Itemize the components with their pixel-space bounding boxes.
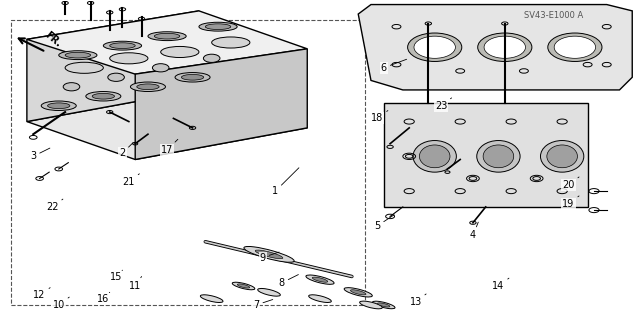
Ellipse shape xyxy=(103,41,141,50)
Polygon shape xyxy=(358,4,632,90)
Text: 5: 5 xyxy=(374,215,394,231)
Ellipse shape xyxy=(59,51,97,60)
Text: 8: 8 xyxy=(278,275,298,288)
Ellipse shape xyxy=(237,284,250,288)
Polygon shape xyxy=(27,90,307,160)
Ellipse shape xyxy=(137,84,159,90)
Text: 10: 10 xyxy=(52,297,69,310)
Ellipse shape xyxy=(86,92,121,101)
Ellipse shape xyxy=(109,53,148,64)
Ellipse shape xyxy=(477,141,520,172)
Ellipse shape xyxy=(554,36,596,58)
Ellipse shape xyxy=(414,36,456,58)
Ellipse shape xyxy=(175,72,210,82)
Ellipse shape xyxy=(205,24,231,30)
Circle shape xyxy=(204,54,220,63)
Text: 7: 7 xyxy=(253,300,273,310)
Ellipse shape xyxy=(154,33,180,39)
Text: 4: 4 xyxy=(470,222,478,241)
Ellipse shape xyxy=(540,141,584,172)
Ellipse shape xyxy=(65,62,103,73)
Ellipse shape xyxy=(244,247,294,262)
Ellipse shape xyxy=(413,141,456,172)
Text: 9: 9 xyxy=(260,252,279,263)
Ellipse shape xyxy=(181,74,204,80)
Text: SV43-E1000 A: SV43-E1000 A xyxy=(524,11,583,20)
Ellipse shape xyxy=(199,22,237,31)
Polygon shape xyxy=(384,103,588,207)
Polygon shape xyxy=(135,49,307,160)
Polygon shape xyxy=(27,11,199,122)
Text: FR.: FR. xyxy=(43,30,63,49)
Ellipse shape xyxy=(372,301,395,309)
Ellipse shape xyxy=(378,303,390,307)
Ellipse shape xyxy=(47,103,70,108)
Text: 14: 14 xyxy=(492,278,509,291)
Ellipse shape xyxy=(351,290,366,295)
Ellipse shape xyxy=(306,275,334,284)
Circle shape xyxy=(152,64,169,72)
Circle shape xyxy=(63,83,80,91)
Ellipse shape xyxy=(148,32,186,41)
Text: 20: 20 xyxy=(563,177,579,190)
Ellipse shape xyxy=(65,52,91,58)
Ellipse shape xyxy=(408,33,462,62)
Text: 6: 6 xyxy=(381,59,406,73)
Ellipse shape xyxy=(212,37,250,48)
Ellipse shape xyxy=(312,277,328,282)
Text: 3: 3 xyxy=(30,148,50,161)
Text: 13: 13 xyxy=(410,294,426,307)
Text: 17: 17 xyxy=(161,139,178,155)
Ellipse shape xyxy=(41,101,76,110)
Ellipse shape xyxy=(477,33,532,62)
Ellipse shape xyxy=(360,301,382,309)
Text: 1: 1 xyxy=(273,168,299,196)
Circle shape xyxy=(108,73,124,81)
Ellipse shape xyxy=(131,82,166,92)
Text: 16: 16 xyxy=(97,292,109,304)
Ellipse shape xyxy=(161,47,199,57)
Ellipse shape xyxy=(547,145,577,168)
Polygon shape xyxy=(27,11,307,74)
Text: 15: 15 xyxy=(110,270,122,281)
Ellipse shape xyxy=(200,295,223,302)
Text: 2: 2 xyxy=(119,143,133,158)
Text: 12: 12 xyxy=(33,288,50,300)
Ellipse shape xyxy=(308,295,332,302)
Ellipse shape xyxy=(109,43,135,48)
Text: 23: 23 xyxy=(435,98,452,111)
Text: 22: 22 xyxy=(46,199,63,212)
Ellipse shape xyxy=(232,282,255,290)
Text: 19: 19 xyxy=(563,196,579,209)
Ellipse shape xyxy=(255,250,283,259)
Ellipse shape xyxy=(548,33,602,62)
Ellipse shape xyxy=(483,145,514,168)
Ellipse shape xyxy=(344,288,372,297)
Ellipse shape xyxy=(92,93,115,99)
Ellipse shape xyxy=(258,288,280,296)
Text: 18: 18 xyxy=(371,111,388,123)
Text: 11: 11 xyxy=(129,277,141,291)
Ellipse shape xyxy=(484,36,525,58)
Ellipse shape xyxy=(419,145,450,168)
Text: 21: 21 xyxy=(123,174,140,187)
